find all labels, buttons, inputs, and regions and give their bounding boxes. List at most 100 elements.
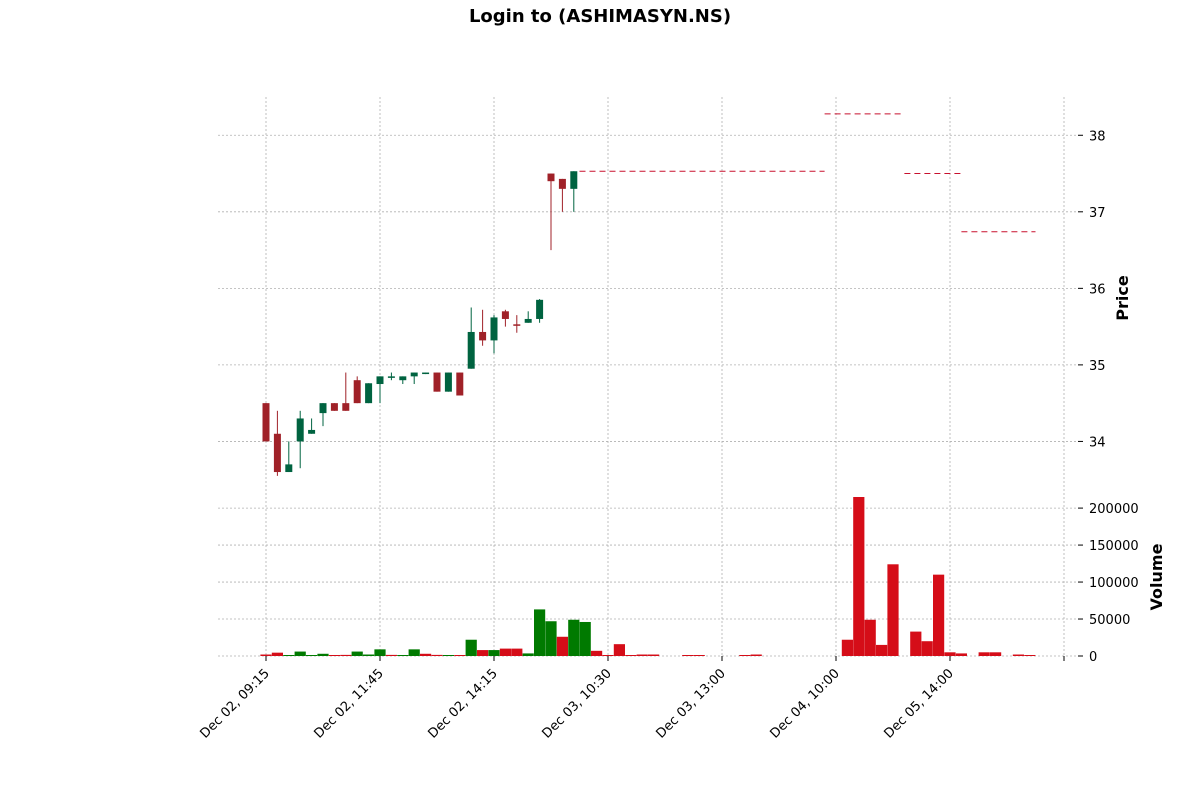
price-tick-label: 34 (1089, 435, 1106, 450)
price-tick-label: 35 (1089, 359, 1106, 374)
candle-body (365, 383, 373, 404)
volume-bar (271, 652, 283, 656)
volume-bar (465, 639, 477, 656)
volume-tick-label: 150000 (1089, 539, 1139, 554)
volume-bars (260, 497, 1036, 656)
price-tick-label: 38 (1089, 129, 1106, 144)
volume-bar (420, 653, 432, 656)
candle-body (308, 429, 316, 434)
candle-body (285, 464, 293, 473)
candle-body (399, 376, 407, 381)
candle-body (353, 380, 361, 404)
volume-bar (579, 621, 591, 656)
volume-bar (568, 619, 580, 656)
volume-bar (933, 574, 945, 656)
candle-body (467, 331, 475, 369)
volume-bar (374, 649, 386, 656)
volume-bar (477, 650, 489, 656)
candle-body (570, 171, 578, 189)
candle-body (558, 178, 566, 189)
volume-bar (978, 652, 990, 656)
volume-axis-title: Volume (1147, 543, 1166, 610)
volume-bar (682, 655, 694, 656)
volume-bar (602, 655, 614, 656)
reference-lines (579, 113, 1036, 233)
volume-bar (294, 651, 306, 656)
volume-bar (499, 648, 511, 656)
volume-bar (408, 649, 420, 656)
volume-bar (317, 653, 329, 656)
x-tick-label: Dec 04, 10:00 (767, 666, 842, 741)
volume-bar (283, 655, 295, 656)
volume-bar (944, 652, 956, 656)
volume-bar (431, 654, 443, 656)
candle-body (376, 376, 384, 385)
x-tick-label: Dec 05, 14:00 (881, 666, 956, 741)
volume-tick-label: 200000 (1089, 502, 1139, 517)
candles (262, 171, 578, 476)
volume-tick-label: 0 (1089, 650, 1097, 665)
volume-bar (648, 654, 660, 656)
volume-bar (545, 621, 557, 656)
candle-body (433, 372, 441, 392)
candle-body (490, 317, 498, 341)
volume-bar (351, 651, 363, 656)
volume-bar (363, 654, 375, 656)
volume-bar (534, 609, 546, 656)
volume-bar (340, 654, 352, 656)
volume-tick-label: 100000 (1089, 576, 1139, 591)
volume-bar (260, 654, 272, 656)
volume-bar (1024, 655, 1036, 656)
candle-body (387, 376, 395, 378)
volume-bar (328, 655, 340, 656)
volume-bar (625, 655, 637, 656)
candle-body (273, 433, 281, 473)
candle-body (513, 324, 521, 326)
volume-bar (887, 564, 899, 656)
volume-bar (454, 655, 466, 656)
volume-tick-label: 50000 (1089, 613, 1130, 628)
candle-body (456, 372, 464, 396)
candle-body (410, 372, 418, 377)
candle-body (547, 173, 555, 182)
candle-body (501, 311, 509, 319)
x-tick-label: Dec 02, 09:15 (197, 666, 272, 741)
volume-bar (841, 639, 853, 656)
candle-body (296, 418, 304, 442)
volume-bar (397, 655, 409, 656)
candle-body (319, 403, 327, 414)
volume-bar (921, 641, 933, 656)
candle-body (444, 372, 452, 392)
volume-bar (693, 655, 705, 656)
volume-bar (876, 644, 888, 656)
volume-bar (442, 655, 454, 656)
volume-bar (488, 650, 500, 656)
x-tick-label: Dec 02, 14:15 (425, 666, 500, 741)
volume-bar (864, 619, 876, 656)
volume-bar (636, 654, 648, 656)
volume-bar (739, 655, 751, 656)
volume-bar (853, 497, 865, 656)
chart-title: Login to (ASHIMASYN.NS) (469, 6, 731, 27)
grid-lines (218, 97, 1078, 657)
price-tick-label: 37 (1089, 206, 1106, 221)
x-tick-label: Dec 03, 13:00 (653, 666, 728, 741)
candle-body (524, 318, 532, 323)
volume-bar (613, 644, 625, 656)
price-axis-title: Price (1113, 275, 1132, 321)
candle-body (342, 403, 350, 411)
volume-bar (910, 631, 922, 656)
x-tick-label: Dec 03, 10:30 (539, 666, 614, 741)
volume-bar (591, 650, 603, 656)
volume-bar (522, 653, 534, 656)
volume-bar (511, 648, 523, 656)
axes: Dec 02, 09:15 Dec 02, 11:45 Dec 02, 14:15 D… (197, 129, 1138, 741)
volume-bar (750, 654, 762, 656)
price-tick-label: 36 (1089, 282, 1106, 297)
candle-body (330, 403, 338, 411)
volume-bar (556, 636, 568, 656)
volume-bar (990, 652, 1002, 656)
volume-bar (1012, 654, 1024, 656)
x-tick-label: Dec 02, 11:45 (311, 666, 386, 741)
